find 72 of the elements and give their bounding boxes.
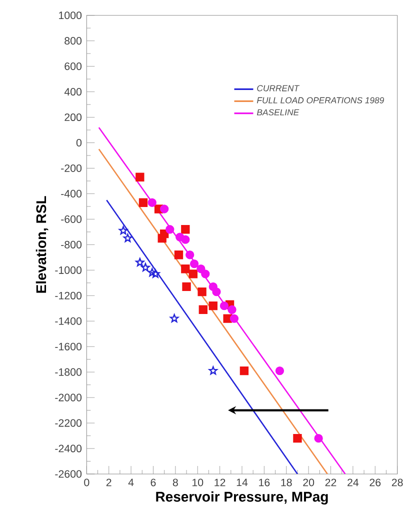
x-tick-label: 0 — [84, 478, 90, 486]
point — [166, 225, 174, 234]
y-axis-title: Elevation, RSL — [36, 196, 48, 293]
y-tick-label: 800 — [64, 37, 82, 45]
x-tick-label: 4 — [128, 478, 134, 486]
point — [136, 258, 144, 266]
point — [212, 287, 221, 296]
point — [186, 250, 194, 260]
x-axis-title: Reservoir Pressure, MPag — [156, 491, 328, 505]
legend-label: CURRENT — [257, 85, 300, 92]
y-tick-label: -1600 — [55, 342, 82, 350]
y-tick-label: 0 — [76, 138, 82, 147]
point — [240, 366, 249, 376]
y-tick-label: -1800 — [55, 368, 82, 376]
point — [136, 172, 144, 182]
y-tick-label: 400 — [64, 88, 82, 96]
y-tick-label: 600 — [64, 62, 82, 70]
point — [201, 270, 210, 278]
y-tick-label: -400 — [61, 190, 82, 198]
y-tick-label: 1000 — [59, 12, 82, 20]
point — [181, 264, 190, 274]
point — [151, 269, 160, 278]
point — [148, 198, 156, 207]
point — [198, 287, 206, 296]
point — [118, 226, 128, 234]
point — [275, 366, 284, 376]
y-tick-label: -800 — [61, 240, 82, 248]
point — [228, 305, 236, 314]
x-tick-label: 26 — [370, 478, 381, 486]
y-tick-label: -2600 — [55, 470, 82, 478]
x-tick-label: 12 — [214, 478, 226, 486]
y-tick-label: 200 — [64, 113, 82, 122]
point — [158, 234, 166, 243]
x-tick-label: 14 — [236, 478, 248, 486]
legend-label: FULL LOAD OPERATIONS 1989 — [256, 97, 384, 104]
y-tick-label: -2000 — [55, 394, 82, 402]
y-tick-label: -2400 — [55, 444, 82, 452]
x-tick-label: 16 — [259, 478, 270, 486]
point — [220, 301, 229, 310]
x-tick-label: 28 — [392, 478, 403, 486]
x-tick-label: 2 — [106, 478, 112, 486]
point — [208, 366, 218, 375]
legend-label: BASELINE — [256, 109, 300, 116]
point — [123, 234, 132, 242]
point — [148, 268, 157, 277]
x-tick-label: 6 — [150, 478, 156, 486]
point — [198, 305, 208, 314]
point — [160, 204, 169, 214]
x-tick-label: 8 — [172, 478, 178, 486]
point — [182, 282, 191, 292]
y-tick-label: -600 — [61, 215, 82, 223]
y-tick-label: -2200 — [55, 419, 82, 427]
point — [314, 434, 323, 443]
y-tick-label: -1000 — [55, 266, 82, 274]
y-tick-label: -200 — [61, 164, 82, 172]
point — [170, 314, 179, 322]
point — [138, 198, 148, 207]
point — [181, 235, 190, 244]
x-tick-label: 18 — [281, 478, 292, 486]
y-tick-label: -1400 — [55, 317, 82, 325]
point — [190, 259, 199, 268]
x-tick-label: 22 — [325, 478, 336, 486]
point — [174, 250, 184, 260]
x-tick-label: 20 — [303, 478, 314, 486]
point — [230, 314, 239, 323]
point — [208, 301, 218, 310]
x-tick-label: 24 — [348, 478, 359, 486]
y-tick-label: -1200 — [55, 292, 82, 300]
x-tick-label: 10 — [192, 478, 204, 486]
point — [293, 434, 302, 443]
point — [188, 270, 198, 278]
point — [181, 225, 190, 234]
